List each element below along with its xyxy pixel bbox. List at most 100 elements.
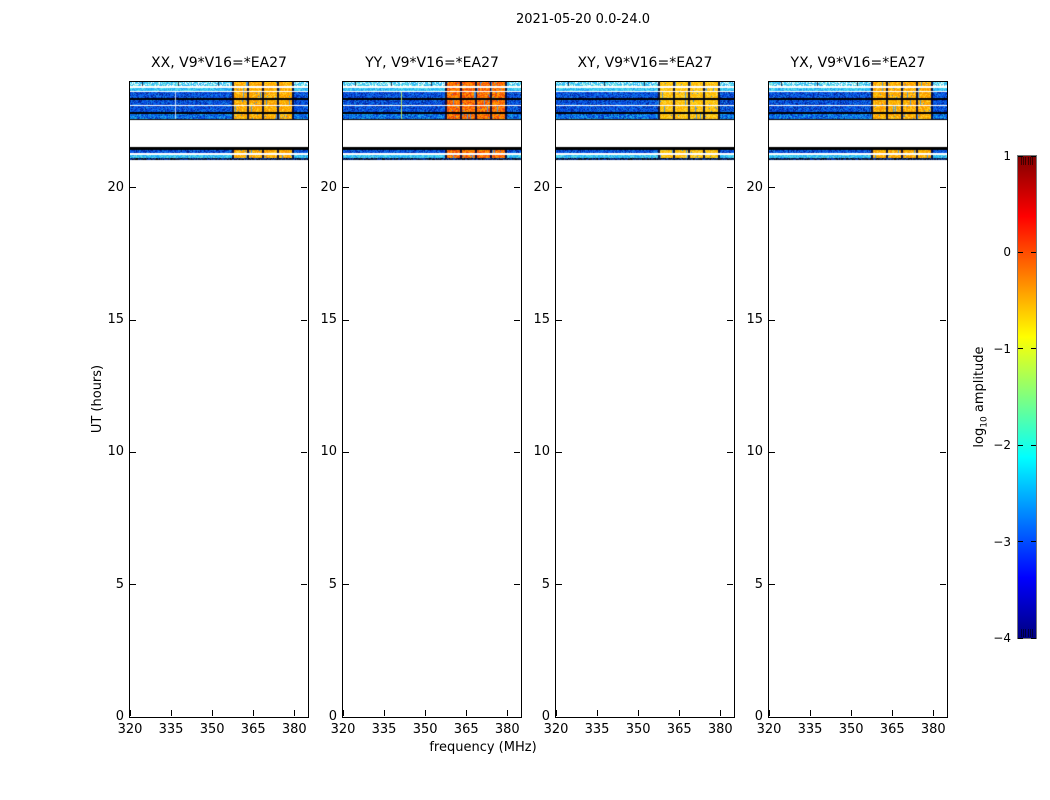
colorbar-tick-label: −1 <box>993 341 1011 356</box>
y-tick <box>301 319 307 321</box>
y-tick <box>769 716 775 718</box>
colorbar-tick <box>1031 637 1036 639</box>
x-tick <box>768 710 770 716</box>
y-tick <box>130 451 136 453</box>
y-tick-label: 15 <box>746 312 763 328</box>
colorbar-hatch <box>1027 629 1029 637</box>
y-tick <box>514 451 520 453</box>
x-tick-label: 350 <box>838 722 864 737</box>
y-tick <box>301 451 307 453</box>
colorbar-hatch <box>1023 157 1025 165</box>
y-tick-label: 5 <box>754 576 763 592</box>
y-tick-label: 15 <box>320 312 337 328</box>
x-tick <box>555 710 557 716</box>
x-tick <box>170 710 172 716</box>
colorbar-label-suffix: amplitude <box>972 346 987 417</box>
heatmap-yx <box>769 82 947 717</box>
x-tick-label: 320 <box>117 722 143 737</box>
x-tick <box>465 710 467 716</box>
y-tick <box>343 451 349 453</box>
colorbar-hatch <box>1029 629 1031 637</box>
panel-title-yx: YX, V9*V16=*EA27 <box>790 55 926 71</box>
colorbar-tick <box>1018 541 1023 543</box>
y-tick <box>940 716 946 718</box>
colorbar-tick-label: 1 <box>1003 149 1011 163</box>
y-tick <box>940 187 946 189</box>
y-tick <box>940 319 946 321</box>
y-tick-label: 10 <box>107 444 124 460</box>
y-tick-label: 0 <box>754 709 763 724</box>
x-tick-label: 365 <box>240 722 266 737</box>
y-tick <box>343 187 349 189</box>
y-tick <box>556 584 562 586</box>
colorbar-tick-label: 0 <box>1003 245 1011 260</box>
y-tick-label: 10 <box>746 444 763 460</box>
figure-title: 2021-05-20 0.0-24.0 <box>516 12 650 27</box>
x-tick-label: 365 <box>666 722 692 737</box>
y-tick <box>130 584 136 586</box>
y-tick-label: 20 <box>107 179 124 195</box>
y-tick <box>301 584 307 586</box>
x-axis-label: frequency (MHz) <box>429 740 537 755</box>
y-tick <box>130 716 136 718</box>
x-tick <box>129 710 131 716</box>
y-tick-label: 10 <box>533 444 550 460</box>
y-tick <box>514 187 520 189</box>
y-tick <box>343 716 349 718</box>
colorbar-tick-label: −2 <box>993 438 1011 453</box>
y-tick <box>727 584 733 586</box>
x-tick <box>424 710 426 716</box>
y-tick <box>769 451 775 453</box>
y-tick-label: 20 <box>746 179 763 195</box>
x-tick-label: 350 <box>199 722 225 737</box>
x-tick <box>932 710 934 716</box>
x-tick-label: 320 <box>756 722 782 737</box>
y-tick-label: 0 <box>115 709 124 724</box>
y-axis-label: UT (hours) <box>90 364 105 434</box>
colorbar-hatch <box>1021 157 1022 165</box>
x-tick-label: 320 <box>543 722 569 737</box>
y-tick-label: 20 <box>533 179 550 195</box>
colorbar-tick <box>1018 637 1023 639</box>
colorbar-tick <box>1031 348 1036 350</box>
heatmap-yy <box>343 82 521 717</box>
y-tick <box>130 319 136 321</box>
y-tick-label: 0 <box>541 709 550 724</box>
panel-title-yy: YY, V9*V16=*EA27 <box>365 55 499 71</box>
x-tick <box>637 710 639 716</box>
x-tick <box>211 710 213 716</box>
colorbar-tick-label: −3 <box>993 534 1011 549</box>
y-tick <box>769 187 775 189</box>
y-tick-label: 5 <box>541 576 550 592</box>
x-tick-label: 350 <box>412 722 438 737</box>
y-tick-label: 15 <box>533 312 550 328</box>
x-tick-label: 380 <box>281 722 307 737</box>
x-tick-label: 350 <box>625 722 651 737</box>
y-tick <box>556 319 562 321</box>
y-tick-label: 5 <box>328 576 337 592</box>
colorbar-hatch <box>1025 157 1027 165</box>
x-tick-label: 335 <box>797 722 823 737</box>
y-tick <box>514 584 520 586</box>
heatmap-xx <box>130 82 308 717</box>
colorbar-tick <box>1031 444 1036 446</box>
colorbar <box>1017 155 1037 639</box>
y-tick <box>769 584 775 586</box>
y-tick <box>940 584 946 586</box>
colorbar-hatch <box>1025 629 1027 637</box>
x-tick-label: 380 <box>920 722 946 737</box>
y-tick-label: 10 <box>320 444 337 460</box>
x-tick-label: 335 <box>158 722 184 737</box>
colorbar-tick <box>1031 541 1036 543</box>
y-tick <box>556 716 562 718</box>
x-tick <box>850 710 852 716</box>
x-tick-label: 365 <box>879 722 905 737</box>
colorbar-tick <box>1018 251 1023 253</box>
y-tick <box>130 187 136 189</box>
heatmap-xy <box>556 82 734 717</box>
y-tick <box>940 451 946 453</box>
y-tick <box>769 319 775 321</box>
colorbar-hatch <box>1027 157 1029 165</box>
x-tick-label: 335 <box>584 722 610 737</box>
y-tick-label: 15 <box>107 312 124 328</box>
